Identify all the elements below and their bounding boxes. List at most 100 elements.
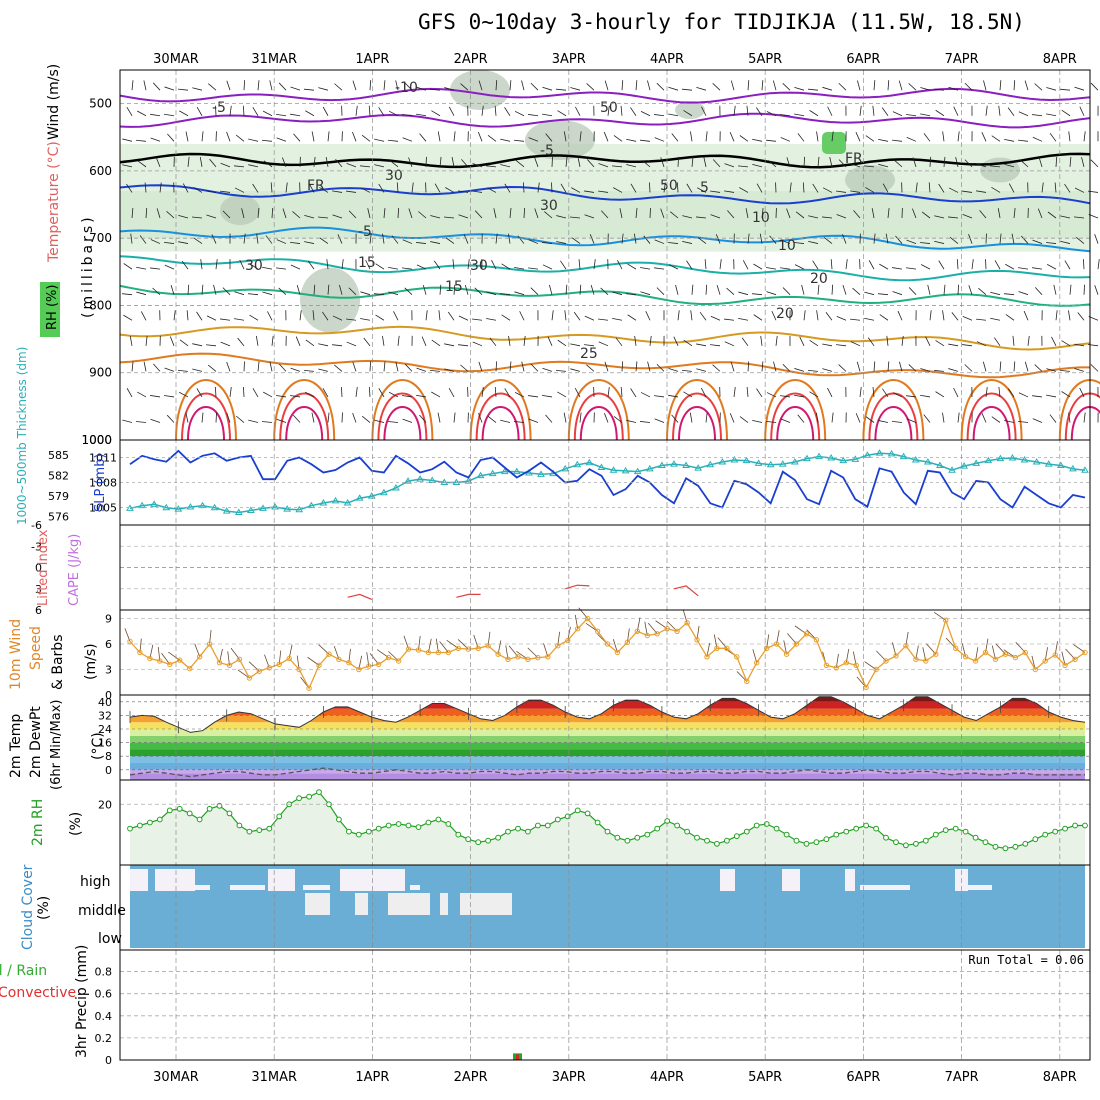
wind-barb <box>696 187 707 193</box>
wind-barb <box>332 214 343 219</box>
wind-barb <box>892 392 903 398</box>
wind-barb <box>794 113 805 117</box>
wind-barb <box>598 163 609 168</box>
wind-barb <box>213 284 217 295</box>
wind-point <box>525 656 531 662</box>
wind-barb <box>152 287 161 295</box>
wind-tick: 0 <box>105 689 112 702</box>
wind-barb <box>1004 163 1015 168</box>
wind-barb <box>393 311 399 321</box>
wind-barb <box>794 242 805 244</box>
rh-point <box>982 839 989 846</box>
wind-barb <box>164 264 175 270</box>
wind-barb <box>445 237 455 244</box>
wind-barb <box>472 318 483 321</box>
wind-barb <box>445 187 455 193</box>
temp-band <box>130 742 1085 750</box>
rh-point <box>1082 822 1088 829</box>
rh-patch <box>525 120 595 160</box>
wind-barb <box>521 361 525 372</box>
rh-point <box>674 822 680 829</box>
wind-barb <box>402 239 413 244</box>
wind-barb <box>1090 364 1099 372</box>
wind-barb <box>927 284 931 295</box>
wind-point <box>913 656 919 662</box>
wind-barb <box>514 267 525 270</box>
wind-barb <box>557 391 567 398</box>
wind-barb <box>192 216 203 219</box>
wind-barb <box>296 284 301 295</box>
wind-barb <box>461 159 469 168</box>
thickness-point <box>295 505 304 513</box>
wind-point <box>953 645 959 651</box>
thickness-point <box>803 454 811 462</box>
wind-barb <box>517 235 525 244</box>
wind-barb <box>669 211 679 219</box>
wind-barb <box>808 215 819 219</box>
thickness-point <box>996 454 1005 462</box>
wind-barb <box>920 394 931 398</box>
wind-barb <box>943 284 946 295</box>
temp-tick: 0 <box>105 764 112 777</box>
wind-barb <box>887 80 890 91</box>
wind-barb <box>921 211 931 219</box>
wind-barb <box>1061 340 1071 347</box>
wind-barb <box>404 363 413 372</box>
wind-barb <box>845 259 848 270</box>
wind-barb <box>704 259 707 270</box>
thickness-point <box>1081 466 1089 473</box>
wind-barb <box>276 137 287 142</box>
wind-barb <box>746 386 749 397</box>
wind-barb <box>747 233 750 244</box>
wind-barb <box>563 412 567 423</box>
wind-barb <box>1060 369 1071 372</box>
wind-barb <box>640 139 651 142</box>
wind-barb <box>942 412 945 423</box>
wind-barb <box>627 263 637 270</box>
temp2m-label-2: 2m DewPt <box>28 706 44 778</box>
wind-point <box>137 649 143 656</box>
wind-barb <box>853 210 861 219</box>
wind-barb <box>794 264 805 270</box>
wind-barb <box>193 186 203 193</box>
wind-barb <box>467 259 470 270</box>
wind-barb <box>374 164 385 168</box>
wind-barb <box>416 86 427 91</box>
pressure-axis-label: (millibars) <box>80 214 96 318</box>
wind-barb <box>797 414 805 423</box>
wind-barb <box>234 291 245 296</box>
wind-barb <box>334 83 343 91</box>
wind-barb <box>361 415 371 423</box>
date-label-bottom: 7APR <box>945 1070 979 1085</box>
thickness-point <box>488 469 497 477</box>
thickness-point <box>259 504 267 511</box>
rh-point <box>266 825 273 832</box>
date-label-bottom: 5APR <box>748 1070 782 1085</box>
thickness-point <box>537 470 545 477</box>
wind-barb <box>164 86 175 91</box>
rh-point <box>733 833 740 840</box>
wind-barb <box>196 311 203 321</box>
rh-point <box>644 831 651 838</box>
thickness-point <box>682 461 690 468</box>
thickness-point <box>887 449 896 457</box>
wind-barb <box>906 114 917 117</box>
wind-barb <box>761 208 764 219</box>
wind-barb <box>865 135 875 142</box>
thickness-point <box>863 451 872 458</box>
wind-point <box>415 647 422 653</box>
wind-barb <box>1068 310 1071 321</box>
wind-point <box>306 685 312 691</box>
wind-barb <box>942 131 945 142</box>
wind-barb <box>164 241 175 244</box>
warm-contour <box>285 406 324 441</box>
wind-barb <box>753 263 763 270</box>
thickness-point <box>404 477 412 484</box>
rh-point <box>833 831 840 838</box>
wind-barb <box>990 165 1001 168</box>
wind-barb <box>949 237 959 244</box>
wind-barb <box>1032 267 1043 270</box>
wind-barb <box>985 105 988 116</box>
wind-barb <box>598 318 609 321</box>
wind-barb <box>703 157 707 167</box>
